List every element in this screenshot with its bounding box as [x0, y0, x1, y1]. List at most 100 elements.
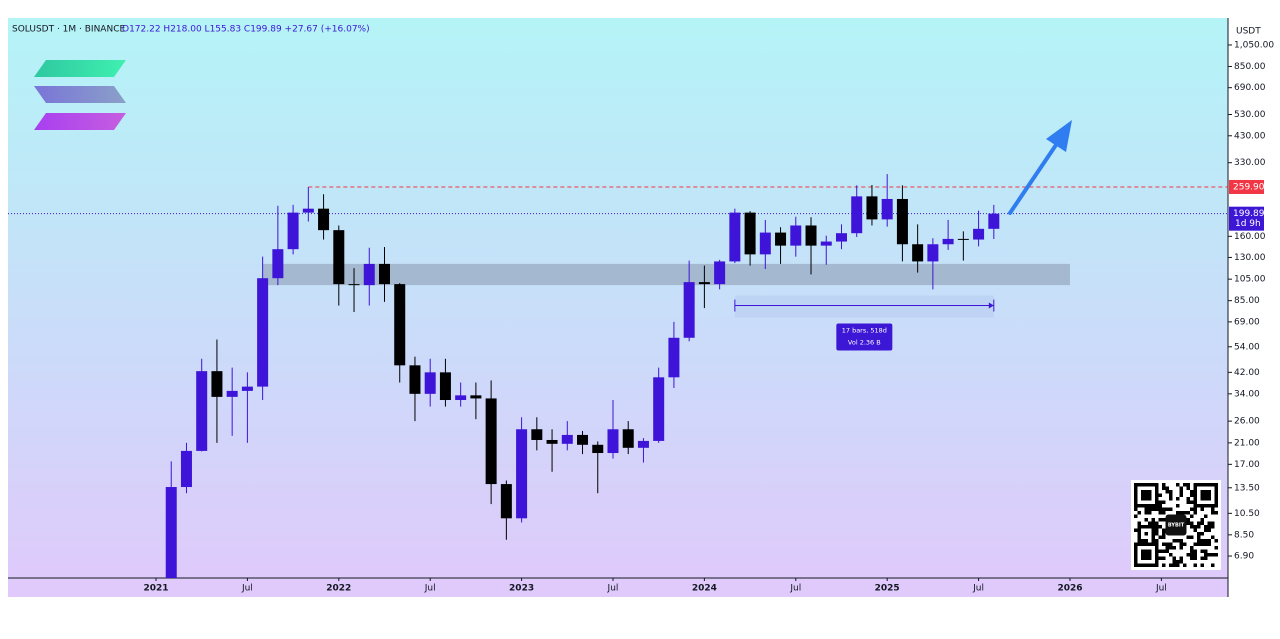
qr-module: [1137, 535, 1141, 539]
qr-module: [1162, 535, 1166, 539]
qr-module: [1200, 542, 1204, 546]
qr-module: [1193, 507, 1197, 511]
qr-module: [1200, 521, 1204, 525]
qr-module: [1155, 525, 1159, 529]
qr-module: [1183, 511, 1187, 515]
candle-body: [180, 450, 192, 488]
qr-module: [1148, 511, 1152, 515]
qr-module: [1172, 556, 1176, 560]
qr-module: [1162, 542, 1166, 546]
measure-arrowhead: [988, 302, 994, 309]
qr-module: [1200, 563, 1204, 567]
candle-body: [378, 263, 390, 285]
chart-background: [8, 18, 1270, 597]
qr-module: [1211, 511, 1215, 515]
chart-title: SOLUSDT · 1M · BINANCE: [12, 25, 125, 35]
y-tick-label: 54.00: [1234, 342, 1260, 352]
qr-module: [1172, 560, 1176, 564]
qr-module: [1169, 493, 1173, 497]
qr-module: [1204, 542, 1208, 546]
qr-module: [1211, 507, 1215, 511]
qr-module: [1186, 521, 1190, 525]
x-tick-label: Jul: [424, 584, 436, 594]
qr-module: [1214, 553, 1218, 557]
qr-module: [1158, 511, 1162, 515]
qr-module: [1176, 563, 1180, 567]
qr-module: [1211, 525, 1215, 529]
candle-body: [637, 440, 649, 448]
y-tick-label: 26.00: [1234, 417, 1260, 427]
qr-module: [1137, 525, 1141, 529]
qr-module: [1172, 563, 1176, 567]
candle-body: [607, 429, 619, 454]
solana-logo: [34, 60, 126, 130]
y-tick-label: 6.90: [1234, 552, 1254, 562]
price-label-box: [1229, 179, 1264, 194]
candle-body: [744, 212, 756, 255]
candle-body: [470, 395, 482, 399]
candle-body: [272, 249, 284, 279]
candle-body: [211, 371, 223, 397]
qr-module: [1186, 497, 1190, 501]
candle-body: [653, 377, 665, 441]
candle-body: [226, 390, 238, 397]
candle-body: [546, 439, 558, 444]
qr-module: [1193, 563, 1197, 567]
qr-module: [1176, 504, 1180, 508]
qr-module: [1190, 493, 1194, 497]
price-label-box: [1229, 206, 1264, 231]
qr-module: [1214, 539, 1218, 543]
qr-finder: [1141, 490, 1152, 501]
candle-body: [698, 282, 710, 285]
qr-module: [1151, 518, 1155, 522]
candle-body: [302, 208, 314, 213]
price-axis-background: [1228, 18, 1270, 597]
qr-module: [1162, 563, 1166, 567]
y-tick-label: 430.00: [1234, 131, 1266, 141]
candle-body: [394, 284, 406, 366]
qr-module: [1165, 542, 1169, 546]
qr-module: [1204, 556, 1208, 560]
qr-module: [1162, 549, 1166, 553]
qr-module: [1207, 521, 1211, 525]
candle-body: [790, 225, 802, 246]
candle-body: [835, 233, 847, 242]
candle-body: [455, 395, 467, 401]
qr-module: [1162, 483, 1166, 487]
qr-module: [1211, 563, 1215, 567]
qr-module: [1179, 511, 1183, 515]
qr-module: [1190, 546, 1194, 550]
qr-module: [1162, 518, 1166, 522]
qr-module: [1162, 500, 1166, 504]
qr-module: [1134, 514, 1138, 518]
qr-module: [1176, 539, 1180, 543]
qr-module: [1137, 528, 1141, 532]
y-tick-label: 160.00: [1234, 232, 1266, 242]
qr-module: [1179, 486, 1183, 490]
candle-body: [851, 196, 863, 234]
x-tick-label: Jul: [607, 584, 619, 594]
qr-module: [1193, 553, 1197, 557]
candle-body: [592, 444, 604, 454]
qr-module: [1200, 507, 1204, 511]
qr-module: [1155, 539, 1159, 543]
qr-module: [1162, 511, 1166, 515]
qr-module: [1179, 556, 1183, 560]
logo-bar: [34, 60, 126, 77]
qr-module: [1151, 535, 1155, 539]
y-tick-label: 690.00: [1234, 83, 1266, 93]
candle-body: [333, 230, 345, 285]
qr-module: [1193, 525, 1197, 529]
qr-module: [1197, 532, 1201, 536]
qr-module: [1151, 507, 1155, 511]
qr-module: [1169, 546, 1173, 550]
qr-module: [1137, 511, 1141, 515]
qr-module: [1193, 542, 1197, 546]
qr-module: [1162, 528, 1166, 532]
candle-body: [516, 429, 528, 519]
y-tick-label: 34.00: [1234, 389, 1260, 399]
qr-module: [1204, 553, 1208, 557]
qr-module: [1176, 483, 1180, 487]
y-tick-label: 85.00: [1234, 296, 1260, 306]
